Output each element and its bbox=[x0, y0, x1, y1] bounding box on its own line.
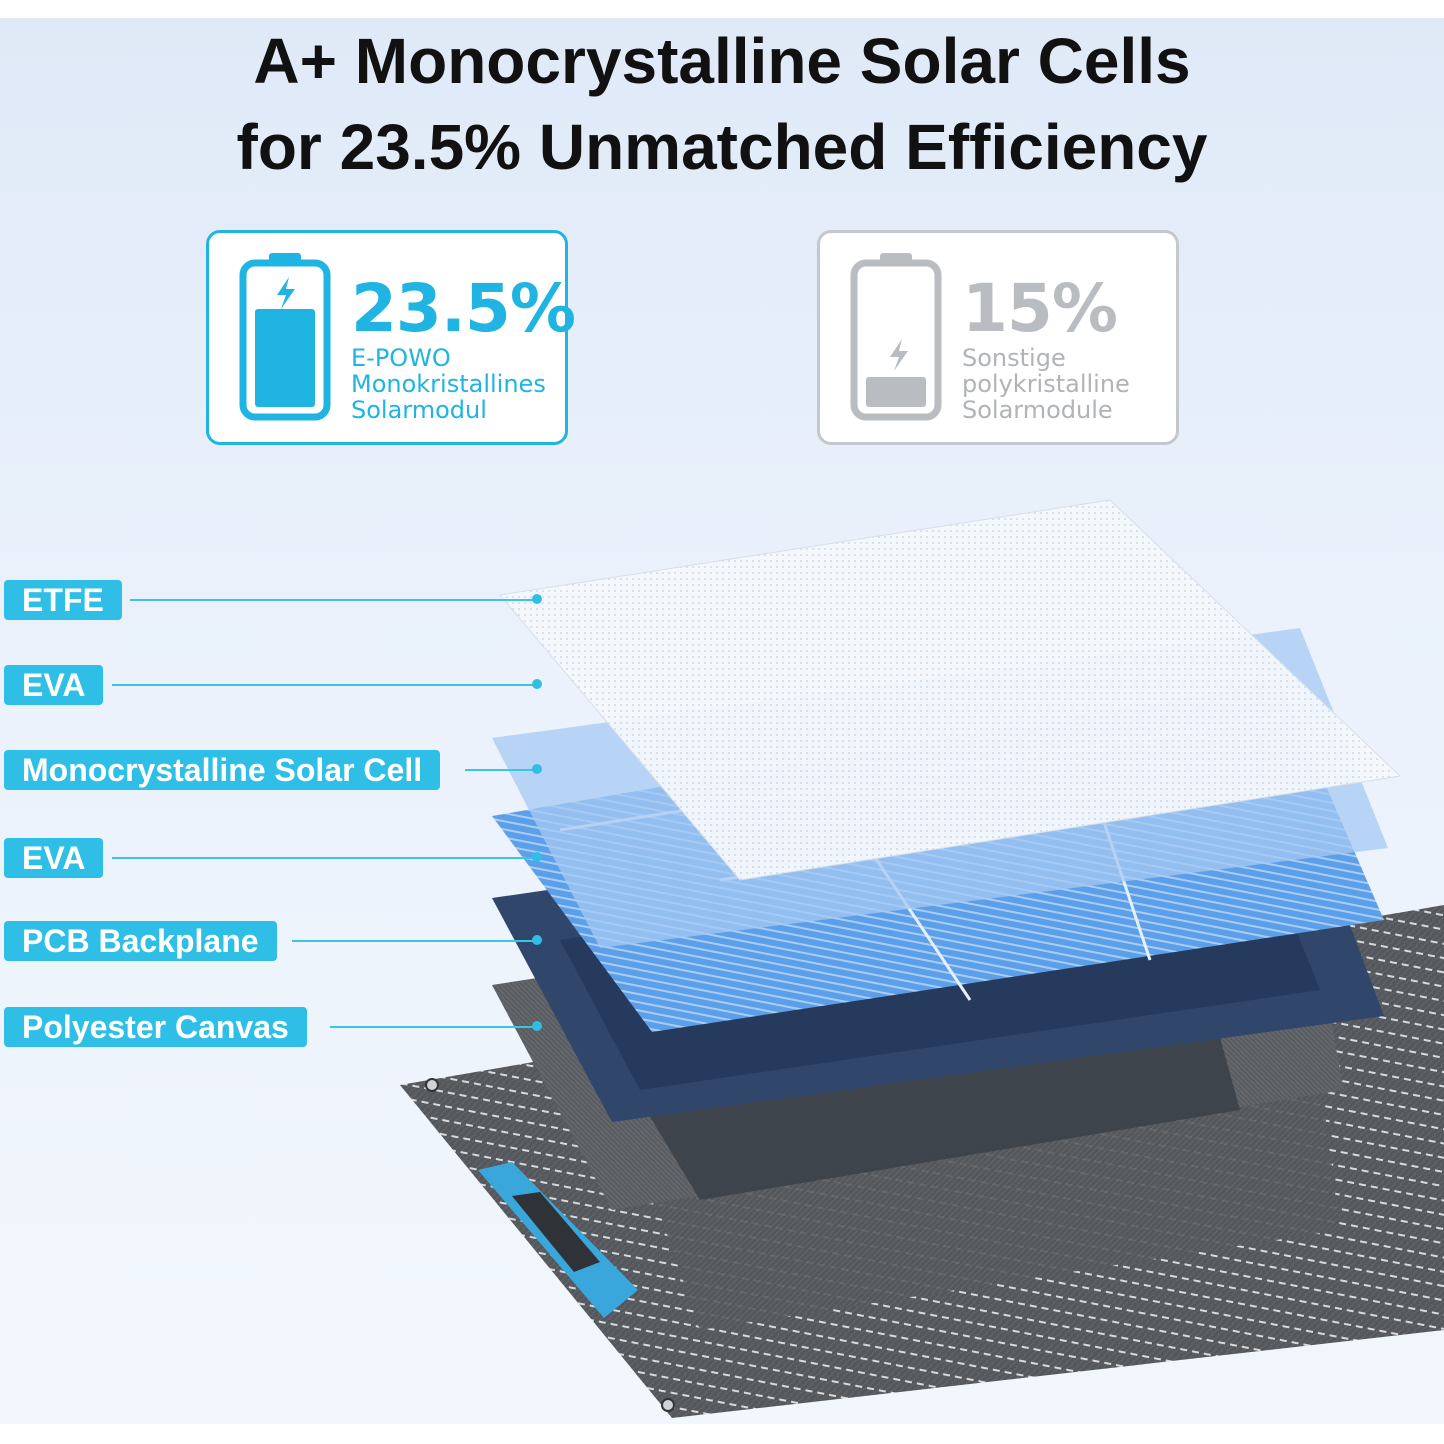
solar-panel-layers-illustration bbox=[400, 499, 1444, 1418]
headline-line-1: A+ Monocrystalline Solar Cells bbox=[253, 25, 1191, 97]
leader-dot bbox=[532, 594, 542, 604]
efficiency-card-other: 15% Sonstige polykristalline Solarmodule bbox=[817, 230, 1179, 445]
grommet-icon bbox=[425, 1078, 439, 1092]
product-name-line: Solarmodul bbox=[351, 396, 487, 424]
leader-line bbox=[465, 769, 538, 771]
headline: A+ Monocrystalline Solar Cells for 23.5%… bbox=[0, 18, 1444, 190]
leader-dot bbox=[532, 852, 542, 862]
brand-label: E-POWO bbox=[351, 344, 451, 372]
leader-dot bbox=[532, 935, 542, 945]
efficiency-value-other: 15% bbox=[962, 270, 1118, 347]
layer-label-eva-front: EVA bbox=[4, 665, 104, 705]
competitor-type-line: polykristalline bbox=[962, 370, 1130, 398]
layer-label-etfe: ETFE bbox=[4, 580, 122, 620]
layer-label-pcb-backplane: PCB Backplane bbox=[4, 921, 277, 961]
carry-handle-icon bbox=[478, 1162, 638, 1318]
etfe-layer bbox=[500, 500, 1400, 880]
competitor-name-line: Solarmodule bbox=[962, 396, 1113, 424]
product-type-line: Monokristallines bbox=[351, 370, 546, 398]
layer-label-eva-back: EVA bbox=[4, 838, 104, 878]
competitor-label: Sonstige bbox=[962, 344, 1066, 372]
layer-label-solar-cell: Monocrystalline Solar Cell bbox=[4, 750, 441, 790]
leader-line bbox=[112, 857, 538, 859]
headline-line-2: for 23.5% Unmatched Efficiency bbox=[236, 111, 1208, 183]
leader-line bbox=[112, 684, 538, 686]
bottom-border bbox=[0, 1424, 1444, 1444]
top-border bbox=[0, 0, 1444, 18]
leader-dot bbox=[532, 679, 542, 689]
efficiency-card-ours: 23.5% E-POWO Monokristallines Solarmodul bbox=[206, 230, 576, 445]
leader-line bbox=[130, 599, 538, 601]
battery-charging-low-icon bbox=[850, 253, 942, 421]
leader-line bbox=[292, 940, 538, 942]
leader-dot bbox=[532, 1021, 542, 1031]
efficiency-description-ours: E-POWO Monokristallines Solarmodul bbox=[351, 345, 546, 423]
grommet-icon bbox=[661, 1398, 675, 1412]
efficiency-description-other: Sonstige polykristalline Solarmodule bbox=[962, 345, 1130, 423]
leader-line bbox=[330, 1026, 538, 1028]
layer-label-polyester-canvas: Polyester Canvas bbox=[4, 1007, 307, 1047]
battery-charging-full-icon bbox=[239, 253, 331, 421]
leader-dot bbox=[532, 764, 542, 774]
efficiency-value-ours: 23.5% bbox=[351, 270, 576, 347]
